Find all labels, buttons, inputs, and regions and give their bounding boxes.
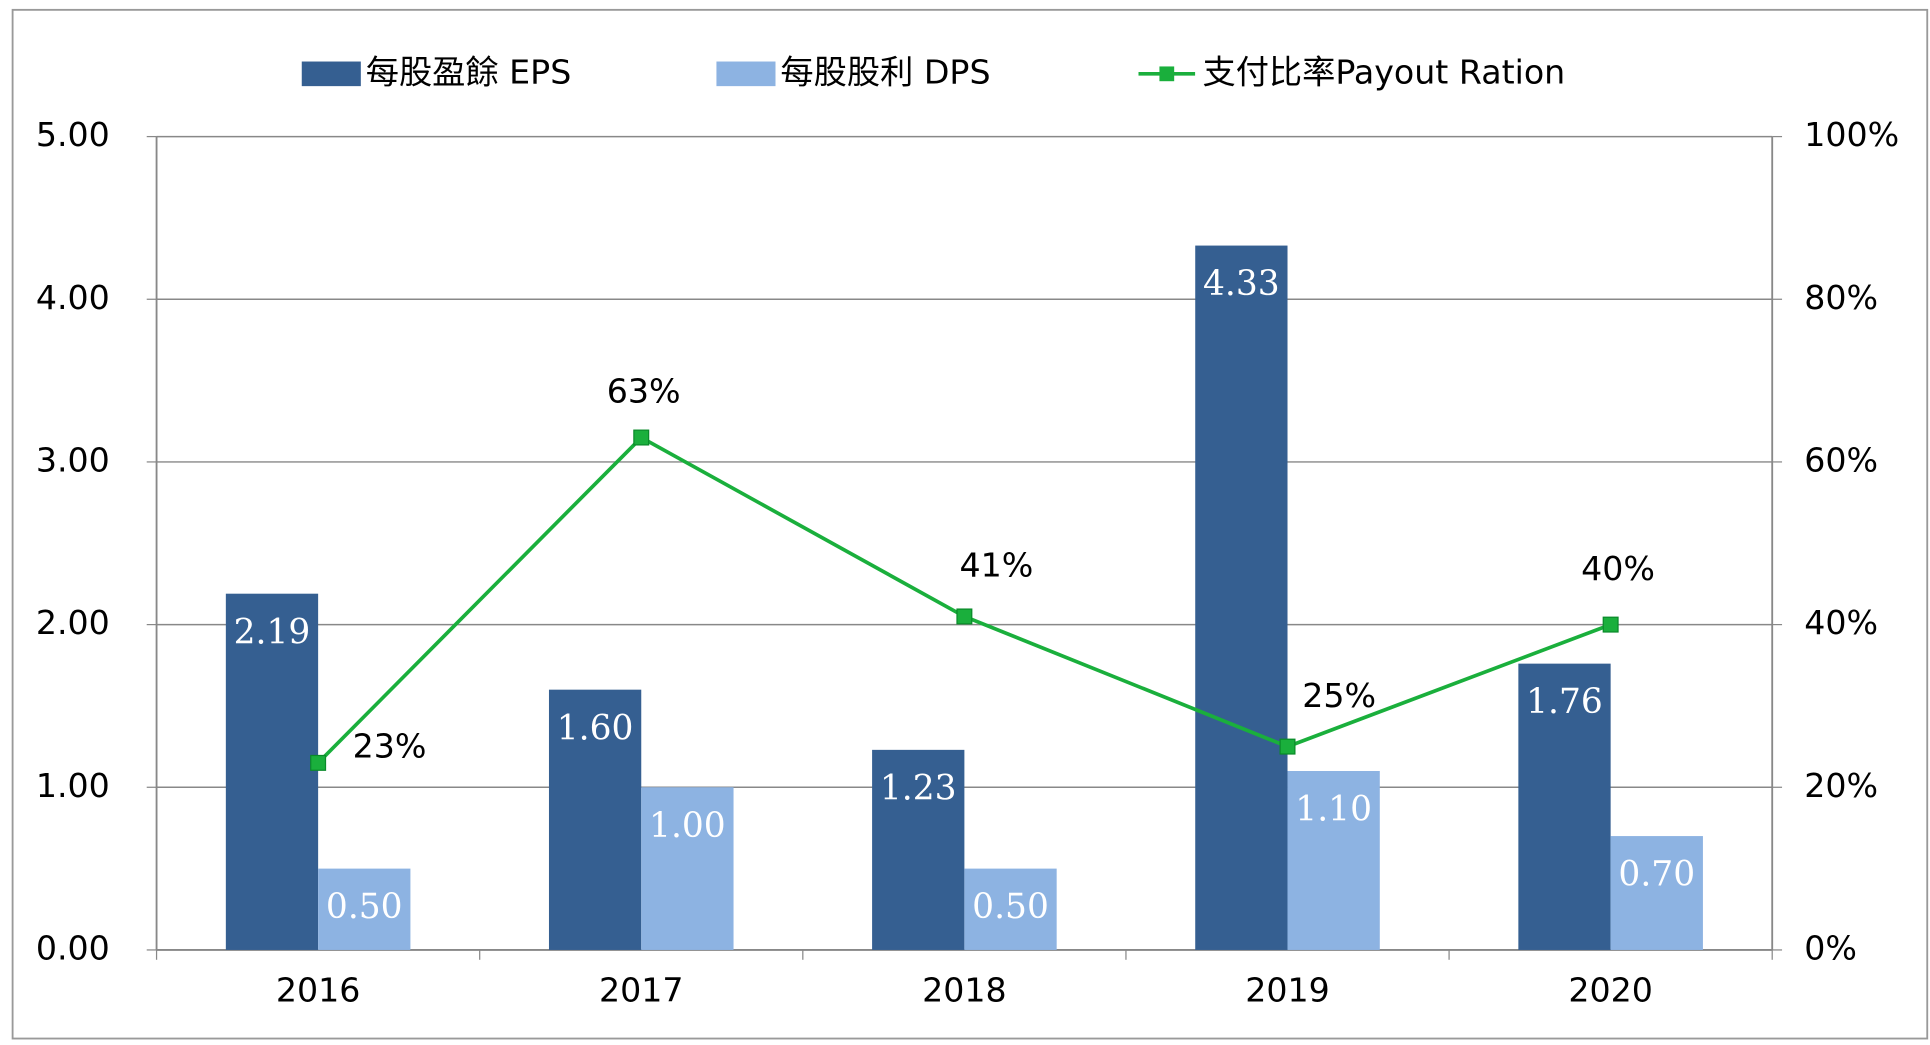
legend-marker	[1159, 66, 1175, 82]
bar-value-label: 1.00	[649, 806, 726, 846]
bar-value-label: 1.23	[880, 768, 957, 808]
y2-tick-label: 20%	[1804, 766, 1878, 805]
line-value-label: 63%	[607, 372, 681, 411]
x-tick-label: 2017	[599, 970, 684, 1009]
bar	[641, 787, 734, 950]
bar	[1195, 245, 1288, 950]
bar	[1518, 663, 1611, 950]
bar-value-label: 1.60	[557, 708, 634, 748]
bar	[225, 593, 319, 950]
legend-label: 每股股利 DPS	[780, 52, 990, 91]
line-marker	[633, 429, 650, 446]
y-tick-label: 0.00	[36, 928, 110, 967]
bar-value-label: 0.50	[972, 887, 1049, 927]
bar	[872, 749, 965, 950]
x-tick-label: 2019	[1245, 970, 1330, 1009]
bar-value-label: 1.10	[1295, 790, 1372, 830]
y2-tick-label: 60%	[1804, 440, 1878, 479]
y-tick-label: 3.00	[36, 440, 110, 479]
line-value-label: 41%	[959, 546, 1033, 585]
bar-value-label: 1.76	[1526, 682, 1603, 722]
x-tick-label: 2018	[922, 970, 1007, 1009]
legend-label: 支付比率Payout Ration	[1202, 52, 1565, 91]
legend-swatch	[301, 61, 361, 87]
bar-value-label: 2.19	[234, 612, 311, 652]
bar	[548, 689, 642, 950]
y-tick-label: 4.00	[36, 278, 110, 317]
y-tick-label: 2.00	[36, 603, 110, 642]
x-tick-label: 2020	[1568, 970, 1653, 1009]
line-value-label: 25%	[1302, 676, 1376, 715]
y2-tick-label: 40%	[1804, 603, 1878, 642]
y-tick-label: 1.00	[36, 766, 110, 805]
x-tick-label: 2016	[276, 970, 361, 1009]
line-value-label: 40%	[1581, 549, 1655, 588]
line-value-label: 23%	[353, 727, 427, 766]
bar	[318, 868, 411, 950]
line-marker	[1279, 738, 1296, 755]
bar	[1287, 771, 1380, 950]
legend-swatch	[716, 61, 776, 87]
y2-tick-label: 100%	[1804, 115, 1899, 154]
bar-value-label: 0.50	[326, 887, 403, 927]
line-marker	[310, 754, 327, 771]
bar	[1610, 836, 1703, 950]
legend-label: 每股盈餘 EPS	[366, 52, 572, 91]
y-tick-label: 5.00	[36, 115, 110, 154]
line-marker	[956, 608, 973, 625]
line-marker	[1602, 616, 1619, 633]
bar-value-label: 0.70	[1618, 855, 1695, 895]
bar	[964, 868, 1057, 950]
y2-tick-label: 80%	[1804, 278, 1878, 317]
y2-tick-label: 0%	[1804, 928, 1857, 967]
bar-value-label: 4.33	[1203, 264, 1280, 304]
